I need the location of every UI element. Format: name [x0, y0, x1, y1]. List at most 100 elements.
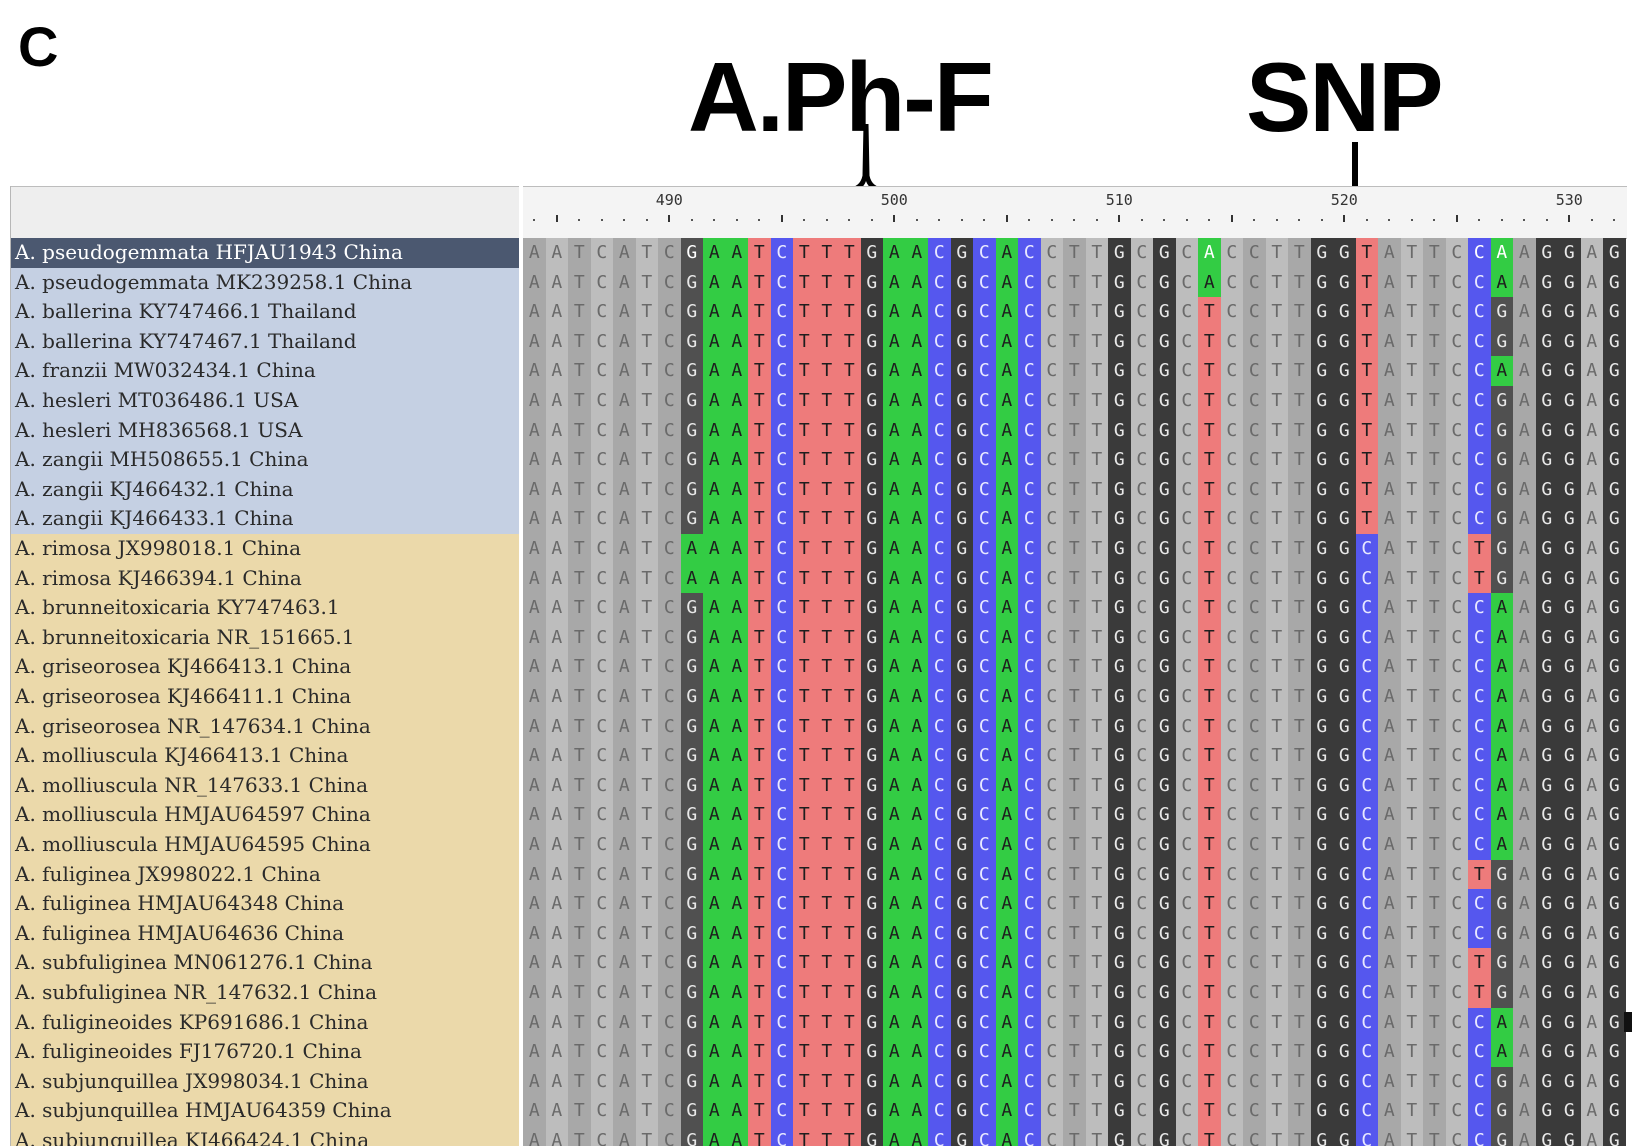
sequence-name[interactable]: A. molliuscula HMJAU64597 China: [11, 800, 519, 830]
sequence-name[interactable]: A. molliuscula NR_147633.1 China: [11, 770, 519, 801]
sequence-name[interactable]: A. hesleri MH836568.1 USA: [11, 415, 519, 446]
base-cell: T: [793, 978, 816, 1008]
base-cell: A: [1580, 1037, 1603, 1067]
sequence-name[interactable]: A. rimosa KJ466394.1 China: [11, 563, 519, 594]
base-cell: A: [703, 534, 726, 564]
sequence-name[interactable]: A. ballerina KY747467.1 Thailand: [11, 326, 519, 357]
base-cell: T: [1265, 267, 1288, 298]
base-cell: G: [680, 267, 703, 298]
base-cell: G: [1603, 356, 1626, 386]
base-cell: A: [1513, 445, 1536, 475]
sequence-name[interactable]: A. hesleri MT036486.1 USA: [11, 386, 519, 416]
base-cell: C: [1175, 918, 1198, 949]
base-cell: C: [1040, 563, 1063, 594]
sequence-name[interactable]: A. zangii KJ466433.1 China: [11, 504, 519, 534]
sequence-name[interactable]: A. molliuscula KJ466413.1 China: [11, 741, 519, 771]
base-cell: A: [1513, 1066, 1536, 1097]
base-cell: T: [1265, 830, 1288, 860]
base-cell: T: [1400, 563, 1423, 594]
sequence-name[interactable]: A. subfuliginea NR_147632.1 China: [11, 978, 519, 1008]
base-cell: A: [1580, 534, 1603, 564]
base-cell: G: [1310, 415, 1333, 446]
base-cell: T: [1085, 830, 1108, 860]
base-cell: A: [703, 978, 726, 1008]
base-cell: G: [860, 1096, 883, 1126]
base-cell: C: [590, 622, 613, 653]
base-cell: A: [523, 297, 546, 327]
base-cell: G: [680, 978, 703, 1008]
ruler-tick: [825, 219, 828, 221]
base-cell: C: [1220, 356, 1243, 386]
sequence-name[interactable]: A. griseorosea KJ466411.1 China: [11, 682, 519, 712]
base-cell: C: [1243, 238, 1266, 268]
base-cell: C: [928, 1096, 951, 1126]
sequence-name[interactable]: A. pseudogemmata MK239258.1 China: [11, 267, 519, 298]
base-cell: T: [1198, 563, 1221, 594]
sequence-name[interactable]: A. franzii MW032434.1 China: [11, 356, 519, 386]
sequence-name[interactable]: A. zangii KJ466432.1 China: [11, 474, 519, 505]
base-cell: A: [1378, 593, 1401, 623]
base-cell: C: [1445, 682, 1468, 712]
base-cell: T: [1085, 1096, 1108, 1126]
base-cell: T: [568, 267, 591, 298]
base-cell: T: [1085, 741, 1108, 771]
base-cell: T: [1063, 948, 1086, 978]
base-cell: A: [883, 1066, 906, 1097]
base-cell: T: [838, 563, 861, 594]
base-cell: G: [1535, 1007, 1558, 1038]
base-cell: C: [1040, 474, 1063, 505]
base-cell: T: [815, 474, 838, 505]
ruler-tick-label: 500: [880, 191, 908, 209]
base-cell: C: [1445, 1007, 1468, 1038]
base-cell: G: [1310, 593, 1333, 623]
base-cell: C: [973, 830, 996, 860]
base-cell: A: [1580, 297, 1603, 327]
base-cell: G: [1108, 622, 1131, 653]
base-cell: A: [883, 563, 906, 594]
base-cell: G: [1333, 918, 1356, 949]
base-cell: G: [680, 741, 703, 771]
base-cell: T: [635, 386, 658, 416]
base-cell: A: [523, 1007, 546, 1038]
sequence-name[interactable]: A. rimosa JX998018.1 China: [11, 534, 519, 564]
sequence-name[interactable]: A. subjunquillea KJ466424.1 China: [11, 1126, 519, 1146]
ruler-tick: [780, 215, 783, 222]
base-cell: A: [1513, 889, 1536, 919]
sequence-name[interactable]: A. subfuliginea MN061276.1 China: [11, 948, 519, 978]
base-cell: T: [815, 445, 838, 475]
sequence-name[interactable]: A. griseorosea KJ466413.1 China: [11, 652, 519, 682]
base-cell: T: [1423, 1096, 1446, 1126]
base-cell: C: [590, 563, 613, 594]
sequence-name[interactable]: A. ballerina KY747466.1 Thailand: [11, 297, 519, 327]
base-cell: A: [995, 918, 1018, 949]
base-cell: A: [545, 297, 568, 327]
sequence-name[interactable]: A. subjunquillea HMJAU64359 China: [11, 1096, 519, 1126]
sequence-name[interactable]: A. fuliginea JX998022.1 China: [11, 859, 519, 890]
sequence-name[interactable]: A. brunneitoxicaria KY747463.1: [11, 593, 519, 623]
base-cell: A: [613, 563, 636, 594]
sequence-name[interactable]: A. subjunquillea JX998034.1 China: [11, 1066, 519, 1097]
sequence-name[interactable]: A. griseorosea NR_147634.1 China: [11, 711, 519, 742]
sequence-name[interactable]: A. zangii MH508655.1 China: [11, 445, 519, 475]
sequence-name[interactable]: A. pseudogemmata HFJAU1943 China: [11, 238, 519, 268]
base-cell: C: [590, 918, 613, 949]
base-cell: A: [725, 978, 748, 1008]
sequence-name[interactable]: A. fuliginea HMJAU64348 China: [11, 889, 519, 919]
base-cell: T: [1085, 534, 1108, 564]
sequence-name[interactable]: A. molliuscula HMJAU64595 China: [11, 830, 519, 860]
base-cell: G: [860, 1037, 883, 1067]
base-cell: G: [950, 770, 973, 801]
sequence-name[interactable]: A. fuligineoides FJ176720.1 China: [11, 1037, 519, 1067]
base-cell: T: [1198, 682, 1221, 712]
base-cell: T: [748, 1037, 771, 1067]
base-cell: A: [1378, 978, 1401, 1008]
base-cell: T: [1063, 682, 1086, 712]
base-cell: A: [883, 1096, 906, 1126]
sequence-name[interactable]: A. brunneitoxicaria NR_151665.1: [11, 622, 519, 653]
sequence-name[interactable]: A. fuligineoides KP691686.1 China: [11, 1007, 519, 1038]
sequence-name[interactable]: A. fuliginea HMJAU64636 China: [11, 918, 519, 949]
base-cell: C: [1445, 918, 1468, 949]
base-cell: T: [815, 682, 838, 712]
ruler-tick: [848, 219, 851, 221]
